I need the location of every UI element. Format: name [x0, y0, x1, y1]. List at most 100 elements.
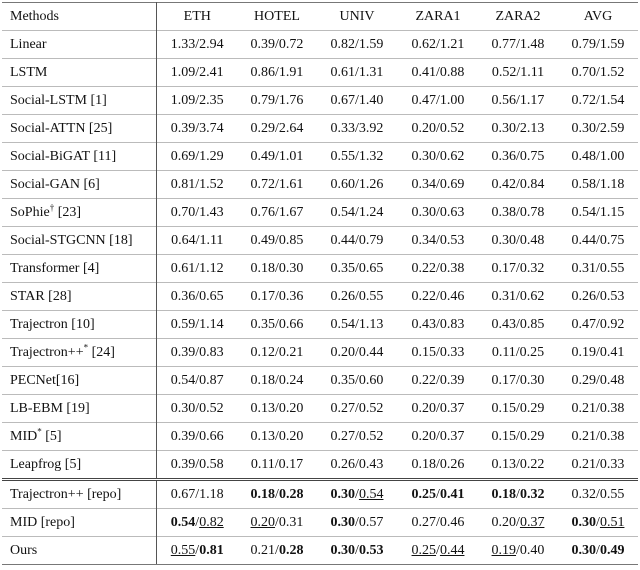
- method-cell: MID* [5]: [2, 422, 157, 451]
- value-cell: 0.21/0.38: [558, 394, 638, 423]
- value-cell: 0.60/1.26: [316, 170, 398, 199]
- value-cell: 0.39/0.83: [156, 338, 238, 367]
- value-cell: 0.19/0.41: [558, 338, 638, 367]
- value-cell: 0.27/0.52: [316, 394, 398, 423]
- value-cell: 0.26/0.43: [316, 450, 398, 480]
- method-cell: MID [repo]: [2, 508, 157, 537]
- value-cell: 0.17/0.36: [238, 282, 316, 311]
- table-row: LB-EBM [19] 0.30/0.52 0.13/0.20 0.27/0.52 0.…: [2, 394, 638, 423]
- cell-part: /: [516, 486, 520, 502]
- cell-part: 0.18: [491, 486, 517, 502]
- cell-part: /0.31: [275, 514, 304, 530]
- cell-part: /: [195, 542, 200, 558]
- value-cell: 0.81/1.52: [156, 170, 238, 199]
- cell-part: /: [355, 542, 359, 558]
- header-cell: Methods: [2, 2, 157, 31]
- cell-part: *: [83, 341, 89, 352]
- value-cell: 0.55/0.81: [156, 536, 238, 565]
- value-cell: 0.79/1.76: [238, 86, 316, 115]
- value-cell: 0.30/0.48: [478, 226, 558, 255]
- value-cell: 0.18/0.30: [238, 254, 316, 283]
- method-cell: Trajectron++ [repo]: [2, 478, 157, 509]
- header-row: Methods ETH HOTEL UNIV ZARA1 ZARA2 AVG: [2, 2, 638, 31]
- method-cell: LB-EBM [19]: [2, 394, 157, 423]
- value-cell: 0.36/0.75: [478, 142, 558, 171]
- table-row: Trajectron [10] 0.59/1.14 0.35/0.66 0.54/1.…: [2, 310, 638, 339]
- value-cell: 0.72/1.54: [558, 86, 638, 115]
- cell-part: 0.54: [170, 514, 196, 530]
- header-cell: HOTEL: [238, 2, 316, 31]
- method-cell: Linear: [2, 30, 157, 59]
- cell-part: 0.55: [170, 542, 196, 558]
- method-cell: STAR [28]: [2, 282, 157, 311]
- cell-part: /: [436, 486, 440, 502]
- value-cell: 1.09/2.41: [156, 58, 238, 87]
- value-cell: 0.13/0.22: [478, 450, 558, 480]
- header-cell: ZARA1: [398, 2, 478, 31]
- value-cell: 0.54/1.13: [316, 310, 398, 339]
- value-cell: 0.56/1.17: [478, 86, 558, 115]
- cell-part: 0.49: [599, 542, 625, 558]
- value-cell: 0.59/1.14: [156, 310, 238, 339]
- value-cell: 0.22/0.38: [398, 254, 478, 283]
- value-cell: 0.30/0.49: [558, 536, 638, 565]
- value-cell: 0.48/1.00: [558, 142, 638, 171]
- cell-part: *: [37, 425, 42, 436]
- value-cell: 0.67/1.40: [316, 86, 398, 115]
- value-cell: 0.19/0.40: [478, 536, 558, 565]
- value-cell: 0.11/0.17: [238, 450, 316, 480]
- value-cell: 0.27/0.46: [398, 508, 478, 537]
- table-row: Trajectron++ [repo] 0.67/1.18 0.18/0.28 0.3…: [2, 478, 638, 509]
- value-cell: 0.64/1.11: [156, 226, 238, 255]
- method-cell: LSTM: [2, 58, 157, 87]
- value-cell: 1.09/2.35: [156, 86, 238, 115]
- cell-part: 0.44: [439, 542, 465, 558]
- cell-part: 0.18: [250, 486, 276, 502]
- value-cell: 0.26/0.53: [558, 282, 638, 311]
- value-cell: 0.62/1.21: [398, 30, 478, 59]
- value-cell: 0.22/0.46: [398, 282, 478, 311]
- cell-part: 0.53: [358, 542, 384, 558]
- header-cell: ETH: [156, 2, 238, 31]
- value-cell: 0.18/0.24: [238, 366, 316, 395]
- value-cell: 0.25/0.41: [398, 478, 478, 509]
- method-cell: Trajectron [10]: [2, 310, 157, 339]
- cell-part: /: [596, 514, 600, 530]
- value-cell: 0.18/0.32: [478, 478, 558, 509]
- value-cell: 0.17/0.32: [478, 254, 558, 283]
- value-cell: 0.42/0.84: [478, 170, 558, 199]
- cell-part: 0.54: [358, 486, 384, 502]
- value-cell: 0.35/0.65: [316, 254, 398, 283]
- method-cell: SoPhie† [23]: [2, 198, 157, 227]
- cell-part: 0.41: [439, 486, 465, 502]
- value-cell: 0.35/0.66: [238, 310, 316, 339]
- value-cell: 0.29/2.64: [238, 114, 316, 143]
- table-row: STAR [28] 0.36/0.65 0.17/0.36 0.26/0.55 0.22…: [2, 282, 638, 311]
- method-cell: Trajectron++* [24]: [2, 338, 157, 367]
- value-cell: 0.27/0.52: [316, 422, 398, 451]
- value-cell: 0.44/0.75: [558, 226, 638, 255]
- value-cell: 0.29/0.48: [558, 366, 638, 395]
- value-cell: 0.22/0.39: [398, 366, 478, 395]
- value-cell: 0.20/0.37: [398, 394, 478, 423]
- value-cell: 0.20/0.31: [238, 508, 316, 537]
- table-row: Social-GAN [6] 0.81/1.52 0.72/1.61 0.60/1.2…: [2, 170, 638, 199]
- value-cell: 0.13/0.20: [238, 394, 316, 423]
- value-cell: 0.34/0.69: [398, 170, 478, 199]
- value-cell: 0.44/0.79: [316, 226, 398, 255]
- cell-part: 0.30: [330, 514, 356, 530]
- value-cell: 0.35/0.60: [316, 366, 398, 395]
- cell-part: /0.40: [516, 542, 545, 558]
- value-cell: 0.17/0.30: [478, 366, 558, 395]
- value-cell: 0.21/0.28: [238, 536, 316, 565]
- cell-part: 0.51: [599, 514, 625, 530]
- method-cell: Ours: [2, 536, 157, 565]
- cell-part: 0.19: [491, 542, 517, 558]
- value-cell: 0.30/0.57: [316, 508, 398, 537]
- value-cell: 0.30/0.63: [398, 198, 478, 227]
- value-cell: 1.33/2.94: [156, 30, 238, 59]
- table-row: Social-BiGAT [11] 0.69/1.29 0.49/1.01 0.55/…: [2, 142, 638, 171]
- value-cell: 0.43/0.85: [478, 310, 558, 339]
- value-cell: 0.54/0.82: [156, 508, 238, 537]
